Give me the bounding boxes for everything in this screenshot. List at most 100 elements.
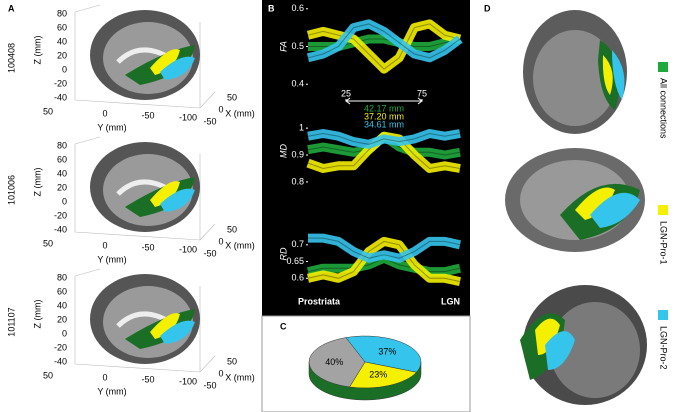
brain-image — [533, 30, 617, 126]
legend-swatch — [658, 62, 668, 72]
subject-id: 100408 — [6, 43, 16, 73]
pie-slice — [308, 337, 366, 388]
series-line — [308, 237, 461, 259]
x-end-label: LGN — [441, 296, 460, 306]
z-axis-label: Z (mm) — [32, 168, 42, 197]
y-axis-label: MD — [278, 144, 288, 158]
panel-label: A — [8, 3, 15, 13]
y-tick-label: 0 — [102, 372, 107, 382]
y-tick-label: -50 — [141, 374, 154, 384]
annotation: 34.61 mm — [364, 119, 404, 129]
fiber — [535, 318, 560, 355]
y-tick-label: 0.9 — [291, 149, 304, 159]
fiber — [602, 55, 613, 95]
x-axis-label: X (mm) — [225, 240, 255, 250]
x-tick-label: 50 — [227, 92, 237, 102]
series-band — [306, 19, 463, 63]
x-tick-label: -50 — [203, 116, 216, 126]
fiber — [160, 56, 195, 80]
series-line — [307, 23, 461, 70]
x-tick-label: 50 — [227, 356, 237, 366]
z-tick-label: 0 — [62, 196, 67, 206]
y-tick-label: 0.8 — [291, 176, 304, 186]
box-frame — [74, 136, 216, 241]
y-axis-label: Y (mm) — [97, 386, 126, 396]
z-tick-label: 40 — [57, 36, 67, 46]
z-tick-label: 20 — [57, 50, 67, 60]
x-axis-label: X (mm) — [225, 108, 255, 118]
panel-label: D — [484, 3, 491, 13]
series-band — [307, 236, 461, 286]
distance-arrow — [345, 97, 423, 105]
x-tick-label: 0 — [218, 236, 223, 246]
fiber — [150, 49, 180, 75]
z-tick-label: 0 — [62, 328, 67, 338]
z-tick-label: -20 — [54, 210, 67, 220]
z-tick-label: 80 — [57, 140, 67, 150]
fiber — [612, 50, 625, 100]
legend-swatch — [658, 310, 668, 320]
z-axis-label: Z (mm) — [32, 36, 42, 65]
z-tick-label: -40 — [54, 356, 67, 366]
fiber — [590, 192, 640, 228]
z-axis-label: Z (mm) — [32, 300, 42, 329]
annotation: 37.20 mm — [364, 111, 404, 121]
y-tick-label: 0.7 — [291, 239, 304, 249]
y-tick-label: 1 — [299, 123, 304, 133]
y-tick-label: 50 — [43, 238, 53, 248]
legend-label: All connections — [659, 78, 669, 139]
z-tick-label: -20 — [54, 342, 67, 352]
series-line — [307, 23, 461, 59]
y-tick-label: 0 — [102, 108, 107, 118]
subject-id: 101006 — [6, 175, 16, 205]
y-axis-label: FA — [278, 41, 288, 52]
y-tick-label: 0.65 — [286, 256, 304, 266]
y-tick-label: 0.6 — [291, 3, 304, 13]
pie-label: 23% — [369, 369, 387, 379]
z-tick-label: 20 — [57, 314, 67, 324]
panel-d-images — [505, 10, 647, 405]
x-tick-label: 25 — [341, 88, 351, 98]
y-axis-label: Y (mm) — [97, 254, 126, 264]
y-axis-label: Y (mm) — [97, 122, 126, 132]
z-tick-label: -40 — [54, 92, 67, 102]
panel-label: B — [268, 3, 275, 13]
pie-slice — [349, 361, 417, 389]
subject-id: 101107 — [6, 307, 16, 336]
legend-label: LGN-Pro-2 — [659, 326, 669, 370]
z-tick-label: 40 — [57, 300, 67, 310]
y-tick-label: -50 — [141, 242, 154, 252]
z-tick-label: 20 — [57, 182, 67, 192]
x-start-label: Prostriata — [298, 296, 341, 306]
x-tick-label: -50 — [203, 380, 216, 390]
y-tick-label: 0.6 — [291, 273, 304, 283]
y-tick-label: -50 — [141, 110, 154, 120]
y-tick-label: -100 — [179, 112, 197, 122]
fiber — [160, 320, 195, 344]
legend-label: LGN-Pro-1 — [659, 221, 669, 265]
series-band — [306, 19, 462, 74]
z-tick-label: 80 — [57, 8, 67, 18]
legend-swatch — [658, 205, 668, 215]
pie-slice — [345, 335, 422, 373]
y-tick-label: -100 — [179, 376, 197, 386]
z-tick-label: 60 — [57, 286, 67, 296]
z-tick-label: 40 — [57, 168, 67, 178]
pie-label: 40% — [325, 357, 343, 367]
brain-image — [550, 302, 640, 398]
x-tick-label: 50 — [227, 224, 237, 234]
series-line — [307, 132, 461, 145]
box-frame — [74, 268, 216, 373]
y-axis-label: RD — [278, 247, 288, 260]
pie-label: 37% — [378, 347, 396, 357]
z-tick-label: 60 — [57, 154, 67, 164]
fiber — [575, 187, 615, 220]
y-tick-label: -100 — [179, 244, 197, 254]
x-tick-label: 0 — [218, 104, 223, 114]
series-band — [307, 129, 461, 149]
z-tick-label: 80 — [57, 272, 67, 282]
panel-label: C — [280, 321, 287, 331]
y-tick-label: 0.5 — [291, 41, 304, 51]
y-tick-label: 0 — [102, 240, 107, 250]
